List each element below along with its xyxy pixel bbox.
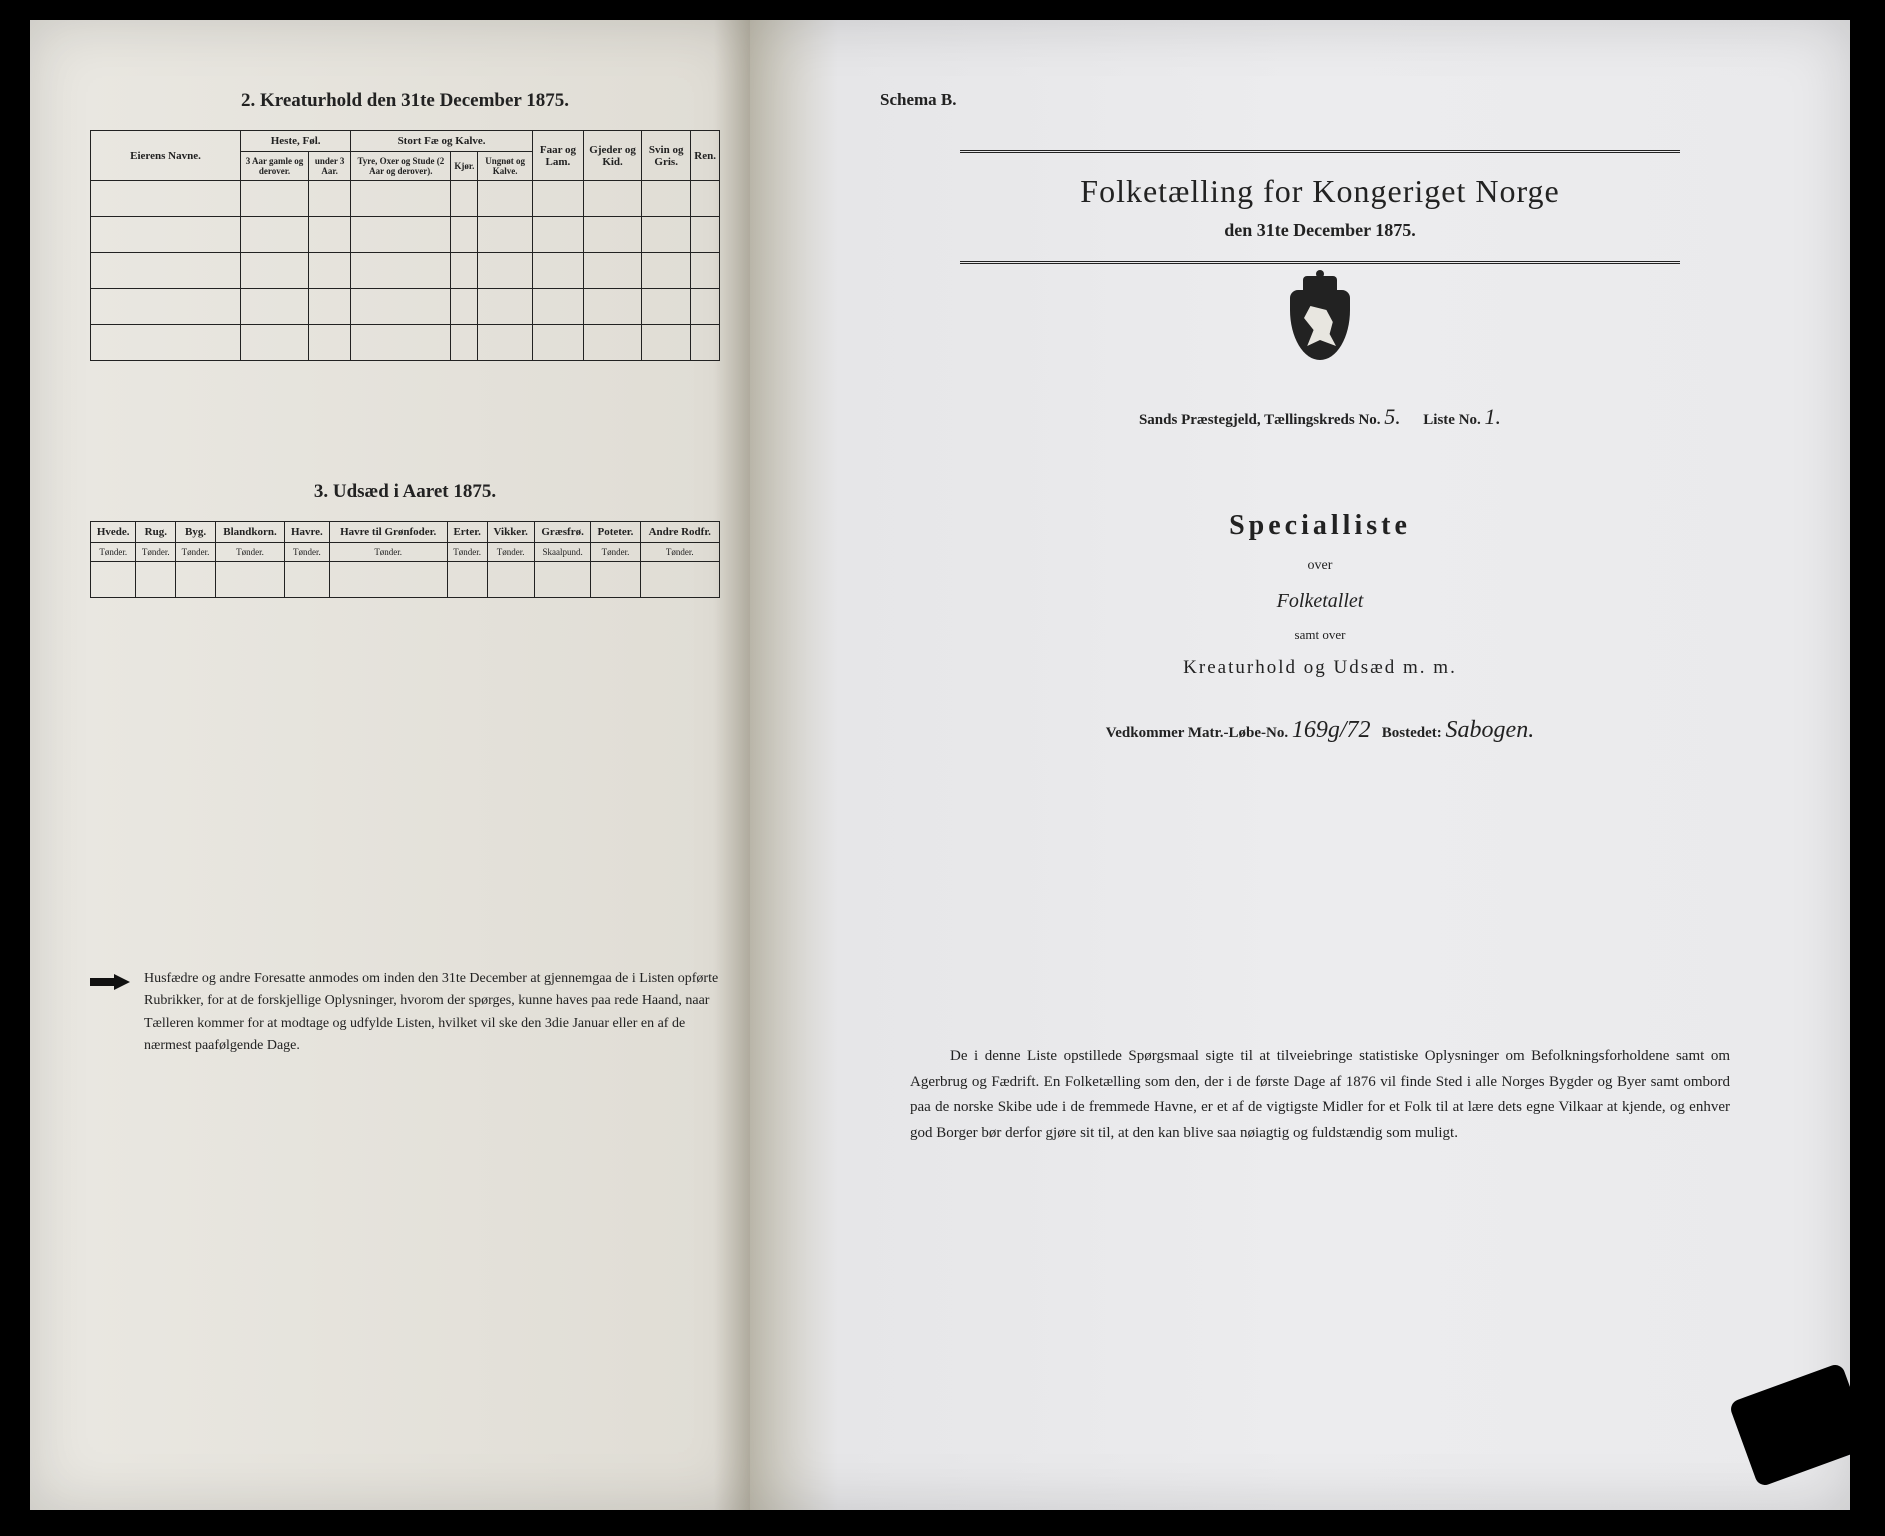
table-row	[91, 289, 720, 325]
left-page: 2. Kreaturhold den 31te December 1875. E…	[30, 20, 750, 1510]
unit: Tønder.	[136, 543, 176, 562]
col-bland: Blandkorn.	[215, 522, 284, 543]
specialliste-title: Specialliste	[880, 510, 1760, 542]
bosted-label: Bostedet:	[1382, 725, 1442, 741]
table-row	[91, 562, 720, 598]
col-rug: Rug.	[136, 522, 176, 543]
page-corner-shadow	[1728, 1362, 1872, 1488]
unit: Tønder.	[285, 543, 329, 562]
col-stort-c: Ungnøt og Kalve.	[478, 152, 533, 181]
table-row	[91, 217, 720, 253]
right-page: Schema B. Folketælling for Kongeriget No…	[750, 20, 1850, 1510]
census-title: Folketælling for Kongeriget Norge	[960, 173, 1680, 210]
specialliste-block: Specialliste over Folketallet samt over …	[880, 510, 1760, 679]
left-footnote-block: Husfædre og andre Foresatte anmodes om i…	[90, 968, 720, 1058]
section2-title: 2. Kreaturhold den 31te December 1875.	[90, 90, 720, 112]
col-faar: Faar og Lam.	[532, 131, 583, 181]
col-potet: Poteter.	[591, 522, 640, 543]
section3-title: 3. Udsæd i Aaret 1875.	[90, 481, 720, 503]
table-row	[91, 253, 720, 289]
col-ren: Ren.	[691, 131, 720, 181]
col-erter: Erter.	[447, 522, 487, 543]
col-stort-a: Tyre, Oxer og Stude (2 Aar og derover).	[351, 152, 451, 181]
unit: Tønder.	[329, 543, 447, 562]
matr-lobe-no: 169g/72	[1292, 717, 1371, 743]
unit: Skaalpund.	[534, 543, 591, 562]
title-block: Folketælling for Kongeriget Norge den 31…	[960, 150, 1680, 264]
schema-label: Schema B.	[880, 90, 1760, 110]
table-row	[91, 181, 720, 217]
col-byg: Byg.	[176, 522, 216, 543]
table-row	[91, 325, 720, 361]
sl-samt: samt over	[880, 627, 1760, 643]
kreaturhold-table: Eierens Navne. Heste, Føl. Stort Fæ og K…	[90, 130, 720, 361]
district-prefix: Sands Præstegjeld, Tællingskreds No.	[1139, 412, 1381, 428]
census-date: den 31te December 1875.	[960, 220, 1680, 241]
left-footnote-text: Husfædre og andre Foresatte anmodes om i…	[144, 968, 720, 1058]
right-footnote: De i denne Liste opstillede Spørgsmaal s…	[880, 1044, 1760, 1146]
col-svin: Svin og Gris.	[642, 131, 691, 181]
unit: Tønder.	[640, 543, 719, 562]
unit: Tønder.	[91, 543, 136, 562]
coat-of-arms-icon	[1285, 290, 1355, 376]
col-graes: Græsfrø.	[534, 522, 591, 543]
col-hvede: Hvede.	[91, 522, 136, 543]
col-stort: Stort Fæ og Kalve.	[351, 131, 533, 152]
sl-folketallet: Folketallet	[880, 590, 1760, 613]
sl-kreaturhold: Kreaturhold og Udsæd m. m.	[880, 657, 1760, 679]
unit: Tønder.	[447, 543, 487, 562]
col-heste-b: under 3 Aar.	[309, 152, 351, 181]
vedkommer-label: Vedkommer Matr.-Løbe-No.	[1106, 725, 1288, 741]
col-eierens: Eierens Navne.	[91, 131, 241, 181]
col-vikker: Vikker.	[487, 522, 534, 543]
vedkommer-line: Vedkommer Matr.-Løbe-No. 169g/72 Bostede…	[880, 717, 1760, 744]
unit: Tønder.	[176, 543, 216, 562]
col-heste: Heste, Føl.	[241, 131, 351, 152]
sl-over: over	[880, 558, 1760, 574]
liste-number: 1.	[1485, 404, 1502, 429]
district-number: 5.	[1384, 404, 1401, 429]
col-gjed: Gjeder og Kid.	[583, 131, 641, 181]
district-line: Sands Præstegjeld, Tællingskreds No. 5. …	[880, 404, 1760, 430]
col-andre: Andre Rodfr.	[640, 522, 719, 543]
unit: Tønder.	[215, 543, 284, 562]
liste-label: Liste No.	[1423, 412, 1481, 428]
col-stort-b: Kjør.	[451, 152, 478, 181]
col-heste-a: 3 Aar gamle og derover.	[241, 152, 309, 181]
col-havre: Havre.	[285, 522, 329, 543]
udsaed-table: Hvede. Rug. Byg. Blandkorn. Havre. Havre…	[90, 521, 720, 598]
col-havre-g: Havre til Grønfoder.	[329, 522, 447, 543]
bosted-value: Sabogen.	[1446, 717, 1535, 743]
unit: Tønder.	[591, 543, 640, 562]
pointing-hand-icon	[90, 972, 130, 992]
unit: Tønder.	[487, 543, 534, 562]
